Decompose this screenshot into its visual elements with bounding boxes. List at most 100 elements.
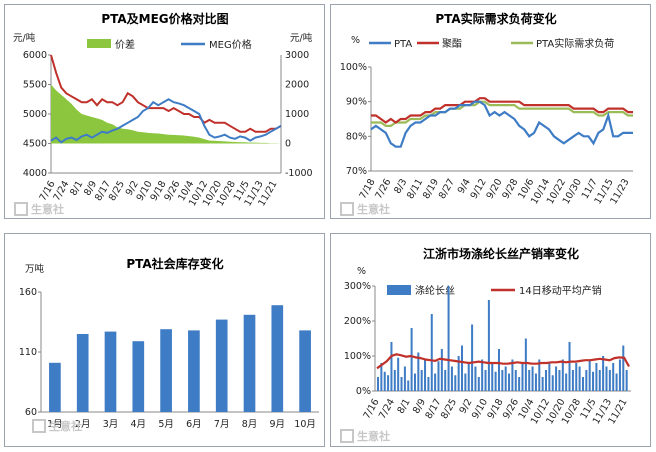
bar-filament (575, 363, 578, 391)
y-tick-label: 70% (346, 166, 367, 177)
bar-5月 (160, 329, 172, 412)
bar-filament (430, 314, 433, 391)
y-tick-label: 200% (344, 316, 371, 327)
pta-meg-price-chart-panel: PTA及MEG价格对比图 元/吨 元/吨 价差 MEG价格 6000 5500 5000 450… (4, 4, 325, 219)
bar-3月 (104, 331, 117, 412)
watermark-text: 生意社 (357, 202, 390, 216)
x-tick-label: 8/27 (437, 177, 457, 201)
y-axis-label-left: 元/吨 (13, 32, 36, 44)
y-tick-label: 160 (19, 287, 37, 298)
bar-filament (548, 363, 551, 391)
y-tick-label: 90% (346, 97, 367, 108)
bar-filament (612, 363, 615, 391)
watermark-text: 生意社 (357, 429, 390, 443)
bar-filament (511, 359, 514, 391)
bar-filament (541, 377, 544, 391)
watermark-logo (14, 202, 28, 216)
y-tick-label-right: 2000 (285, 80, 309, 91)
y-tick-label: 110 (19, 347, 37, 358)
watermark-text: 生意社 (31, 202, 64, 216)
x-tick-label: 7月 (214, 419, 230, 430)
bar-filament (397, 357, 400, 391)
y-tick-label-left: 5500 (23, 80, 47, 91)
chart-title: PTA及MEG价格对比图 (101, 11, 228, 26)
x-tick-label: 8/1 (395, 397, 412, 416)
chart-title: PTA实际需求负荷变化 (435, 11, 556, 26)
bar-filament (417, 352, 420, 391)
bar-filament (497, 349, 500, 391)
bar-filament (508, 373, 511, 391)
bar-filament (450, 366, 453, 391)
bar-4月 (132, 341, 145, 412)
x-tick-label: 7/26 (373, 177, 393, 201)
bar-filament (494, 371, 497, 391)
bar-filament (578, 366, 581, 391)
bar-filament (444, 370, 447, 391)
bar-filament (424, 359, 427, 391)
bar-10月 (299, 330, 311, 412)
x-tick-label: 4月 (131, 419, 147, 430)
x-tick-label: 6月 (186, 419, 202, 430)
x-tick-label: 8/25 (439, 397, 459, 421)
bar-filament (377, 377, 380, 391)
bar-filament (521, 363, 524, 391)
bar-filament (380, 363, 383, 391)
chart-title: PTA社会库存变化 (126, 256, 223, 271)
series-line-polyester (371, 97, 633, 124)
bar-filament (407, 380, 410, 391)
bar-9月 (271, 305, 284, 412)
series-line-meg (50, 98, 282, 144)
bar-filament (454, 375, 457, 391)
bar-filament (592, 371, 595, 391)
legend-label-moving-average: 14日移动平均产销 (519, 284, 602, 297)
y-tick-label: 100% (344, 351, 371, 362)
bar-filament (605, 366, 608, 391)
y-tick-label: 300% (344, 281, 371, 292)
legend-label-filament: 涤纶长丝 (415, 284, 455, 297)
x-tick-label: 9/12 (469, 177, 489, 201)
pta-demand-load-chart: PTA实际需求负荷变化% PTA 聚酯 PTA实际需求负荷100%90%80%70%7… (340, 11, 633, 216)
y-tick-label: 60 (25, 407, 37, 418)
bar-filament (481, 359, 484, 391)
bar-filament (393, 370, 396, 391)
bar-filament (561, 359, 564, 391)
x-tick-label: 1月 (47, 419, 63, 430)
y-tick-label-left: 4500 (23, 139, 47, 150)
chart-title: 江浙市场涤纶长丝产销率变化 (423, 246, 579, 261)
y-tick-label: 80% (346, 131, 367, 142)
bar-filament (457, 356, 460, 391)
bar-filament (474, 366, 477, 391)
bar-filament (518, 377, 521, 391)
bar-filament (504, 366, 507, 391)
x-tick-label: 7/24 (377, 397, 397, 421)
bar-filament (383, 371, 386, 391)
y-tick-label-right: 1000 (285, 109, 309, 120)
bar-filament (571, 370, 574, 391)
bar-filament (484, 370, 487, 391)
bar-filament (545, 370, 548, 391)
bar-filament (464, 373, 467, 391)
pta-inventory-chart: PTA社会库存变化 万吨 160 110 60 1月 2月 3月 4月 5月 6月 7月 8月 9月 10月… (19, 256, 319, 433)
bar-filament (434, 373, 437, 391)
bar-filament (501, 370, 504, 391)
y-tick-label-left: 5000 (23, 109, 47, 120)
y-axis-label-right: 元/吨 (290, 32, 313, 44)
bar-filament (602, 356, 605, 391)
bar-filament (400, 377, 403, 391)
bar-filament (403, 366, 406, 391)
x-tick-label: 8月 (242, 419, 258, 430)
bar-filament (524, 338, 527, 391)
x-tick-label: 3月 (103, 419, 119, 430)
bar-filament (568, 342, 571, 391)
legend-polyester-label: 聚酯 (442, 38, 462, 50)
bar-filament (608, 370, 611, 391)
bar-filament (555, 366, 558, 391)
bar-filament (581, 377, 584, 391)
watermark-logo (340, 202, 354, 216)
bar-filament (420, 370, 423, 391)
bar-filament (625, 370, 628, 391)
y-tick-label-right: 3000 (285, 50, 309, 61)
bar-filament (427, 377, 430, 391)
bar-filament (551, 375, 554, 391)
bar-filament (471, 324, 474, 391)
